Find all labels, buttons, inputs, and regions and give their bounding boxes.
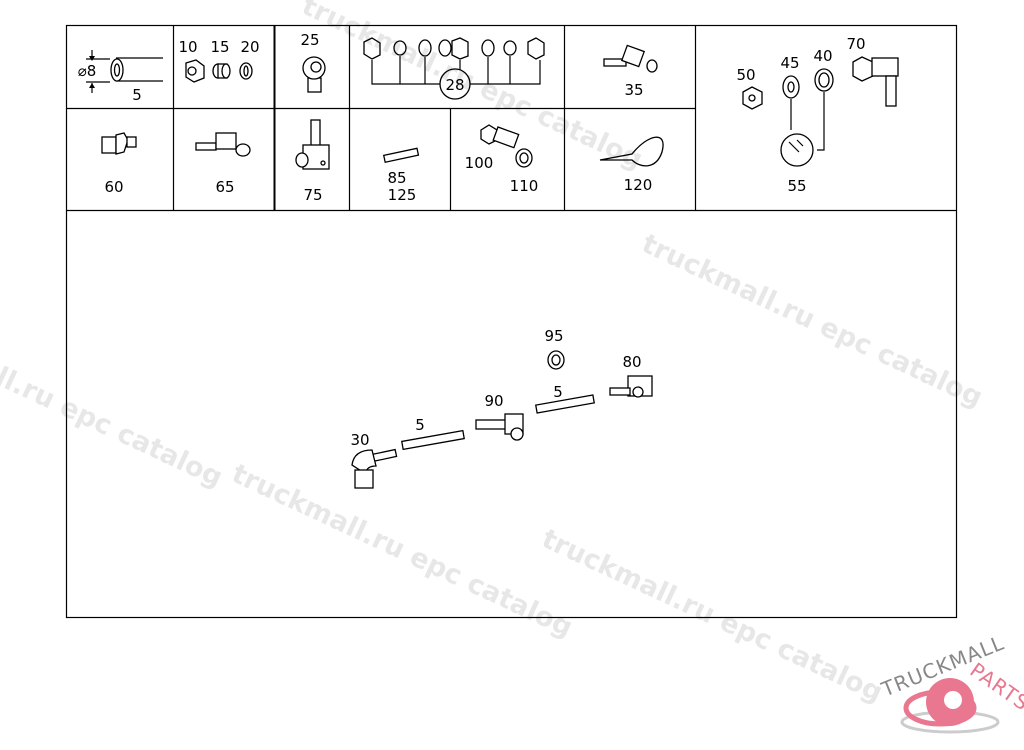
part-label-85: 85: [387, 169, 406, 187]
elbow-35-drawing: [603, 44, 658, 73]
part-label-125: 125: [388, 186, 417, 204]
part-label-45: 45: [780, 54, 799, 72]
part-label-35: 35: [624, 81, 643, 99]
part-label-15: 15: [210, 38, 229, 56]
part-label-5-right: 5: [553, 383, 563, 401]
part-label-60: 60: [104, 178, 123, 196]
part-label-10: 10: [178, 38, 197, 56]
svg-text:truckmall.ru epc catalog: truckmall.ru epc catalog: [0, 308, 227, 493]
part-label-80: 80: [622, 353, 641, 371]
watermark: truckmall.ru epc catalog truckmall.ru ep…: [0, 0, 987, 709]
part-label-70: 70: [846, 35, 865, 53]
fittings-drawing: [185, 59, 253, 83]
svg-text:truckmall.ru epc catalog: truckmall.ru epc catalog: [637, 228, 987, 413]
part-label-55: 55: [787, 177, 806, 195]
assembly-drawing: [351, 350, 653, 489]
part-label-90: 90: [484, 392, 503, 410]
truckmall-parts-logo: TRUCKMALL PARTS: [877, 630, 1024, 734]
kit-drawing: [363, 37, 545, 100]
part-label-5-left: 5: [415, 416, 425, 434]
svg-text:truckmall.ru epc catalog: truckmall.ru epc catalog: [227, 458, 577, 643]
part-label-75: 75: [303, 186, 322, 204]
tool-set-drawing: [742, 56, 899, 167]
part-label-65: 65: [215, 178, 234, 196]
svg-text:truckmall.ru epc catalog: truckmall.ru epc catalog: [537, 523, 887, 708]
banjo-drawing: [302, 56, 326, 93]
part-label-100: 100: [465, 154, 494, 172]
part-label-95: 95: [544, 327, 563, 345]
part-label-40: 40: [813, 47, 832, 65]
part-label-20: 20: [240, 38, 259, 56]
part-label-30: 30: [350, 431, 369, 449]
part-label-120: 120: [624, 176, 653, 194]
part-label-5: 5: [132, 86, 142, 104]
row2-drawings: [101, 119, 664, 170]
part-label-28: 28: [445, 76, 464, 94]
diameter-label: ⌀8: [78, 62, 97, 80]
hose-drawing: [86, 50, 163, 93]
part-label-110: 110: [510, 177, 539, 195]
part-label-50: 50: [736, 66, 755, 84]
part-label-25: 25: [300, 31, 319, 49]
diagram-frame: [65, 24, 958, 619]
